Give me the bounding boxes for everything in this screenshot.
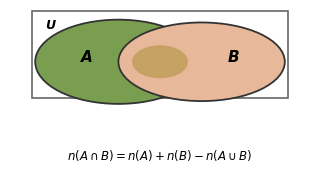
Bar (32, 11, 288, 98)
Ellipse shape (132, 45, 188, 78)
Text: $n(A \cap B) = n(A) + n(B) - n(A \cup B)$: $n(A \cap B) = n(A) + n(B) - n(A \cup B)… (67, 148, 253, 163)
Ellipse shape (118, 22, 285, 101)
Text: A: A (81, 50, 92, 65)
Text: U: U (45, 19, 55, 32)
Text: B: B (228, 50, 239, 65)
Ellipse shape (35, 20, 202, 104)
